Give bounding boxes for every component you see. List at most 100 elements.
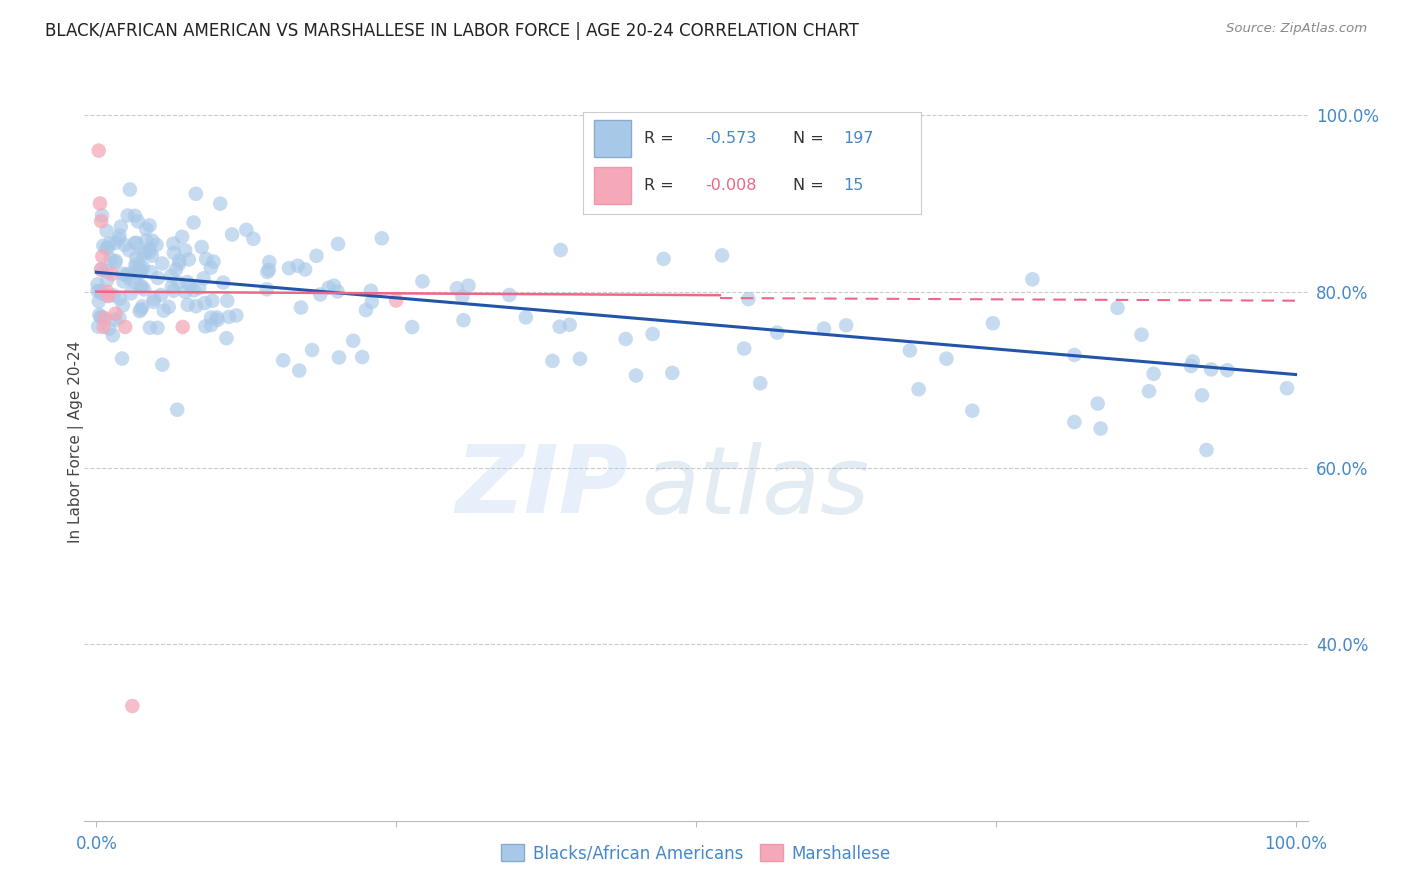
Point xyxy=(166,402,188,417)
Point xyxy=(1195,442,1218,457)
Point xyxy=(294,262,316,277)
Point xyxy=(146,320,169,334)
Point xyxy=(661,366,683,380)
Point xyxy=(145,237,167,252)
Point xyxy=(385,293,408,308)
Point xyxy=(453,313,475,327)
Point xyxy=(160,280,183,294)
Point xyxy=(97,241,120,255)
Point xyxy=(96,241,118,255)
Point xyxy=(118,182,141,196)
Text: -0.008: -0.008 xyxy=(704,178,756,193)
Point xyxy=(129,266,152,280)
Text: 15: 15 xyxy=(844,178,863,193)
Point xyxy=(149,288,172,302)
Point xyxy=(550,243,572,257)
Point xyxy=(90,262,112,277)
Point xyxy=(157,300,180,314)
FancyBboxPatch shape xyxy=(593,120,631,157)
Point xyxy=(111,298,134,312)
Point xyxy=(90,262,112,277)
Point xyxy=(202,254,225,268)
Point xyxy=(127,214,149,228)
Point xyxy=(162,236,184,251)
Point xyxy=(118,243,141,257)
Point xyxy=(138,245,160,260)
Point xyxy=(101,267,124,281)
Point xyxy=(194,296,217,310)
Point xyxy=(90,286,112,301)
Point xyxy=(907,382,929,396)
Point xyxy=(129,280,152,294)
Point xyxy=(360,294,382,309)
Point xyxy=(360,284,382,298)
Text: R =: R = xyxy=(644,130,673,145)
Point xyxy=(328,351,350,365)
Point xyxy=(124,257,146,271)
Point xyxy=(96,264,118,278)
Point xyxy=(169,253,191,268)
Point xyxy=(91,209,114,223)
Point xyxy=(235,223,257,237)
Point xyxy=(120,286,142,301)
Point xyxy=(160,268,183,283)
Point xyxy=(209,196,232,211)
Point xyxy=(115,268,138,283)
Point xyxy=(89,284,111,298)
Y-axis label: In Labor Force | Age 20-24: In Labor Force | Age 20-24 xyxy=(67,341,84,542)
Point xyxy=(134,245,156,260)
Point xyxy=(179,278,201,293)
Point xyxy=(326,236,349,251)
Point xyxy=(301,343,323,357)
Point xyxy=(91,249,114,263)
Point xyxy=(89,308,111,322)
Point xyxy=(131,279,153,293)
Point xyxy=(139,265,162,279)
Point xyxy=(117,267,139,281)
Point xyxy=(271,353,294,368)
Point xyxy=(1063,348,1085,362)
Point xyxy=(287,259,309,273)
Point xyxy=(104,255,127,269)
Point xyxy=(121,699,143,714)
Point xyxy=(207,313,229,327)
Point xyxy=(217,293,239,308)
Point xyxy=(411,274,433,288)
Point xyxy=(515,310,537,325)
Point xyxy=(1191,388,1213,402)
Point xyxy=(1137,384,1160,399)
Point xyxy=(98,236,121,251)
Point xyxy=(305,249,328,263)
Point xyxy=(935,351,957,366)
Point xyxy=(200,318,222,332)
Point xyxy=(898,343,921,358)
Point xyxy=(150,256,173,270)
Point xyxy=(124,235,146,250)
Point xyxy=(131,300,153,314)
Point xyxy=(128,266,150,280)
Point xyxy=(200,310,222,325)
Point xyxy=(1107,301,1129,315)
Point xyxy=(177,252,200,267)
Point xyxy=(176,275,198,289)
Point xyxy=(766,326,789,340)
Point xyxy=(124,275,146,289)
Point xyxy=(326,285,349,299)
Point xyxy=(174,244,197,258)
Point xyxy=(152,303,174,318)
Point xyxy=(128,259,150,273)
Point xyxy=(108,292,131,306)
Point xyxy=(201,293,224,308)
Point xyxy=(323,278,346,293)
Point xyxy=(129,263,152,277)
Point xyxy=(737,292,759,306)
Point xyxy=(183,215,205,229)
Legend: Blacks/African Americans, Marshallese: Blacks/African Americans, Marshallese xyxy=(495,838,897,869)
Point xyxy=(1199,362,1222,376)
Point xyxy=(90,214,112,228)
Point xyxy=(129,302,152,317)
Point xyxy=(711,248,734,262)
Point xyxy=(96,285,118,299)
Point xyxy=(1090,421,1112,435)
Point xyxy=(90,310,112,325)
